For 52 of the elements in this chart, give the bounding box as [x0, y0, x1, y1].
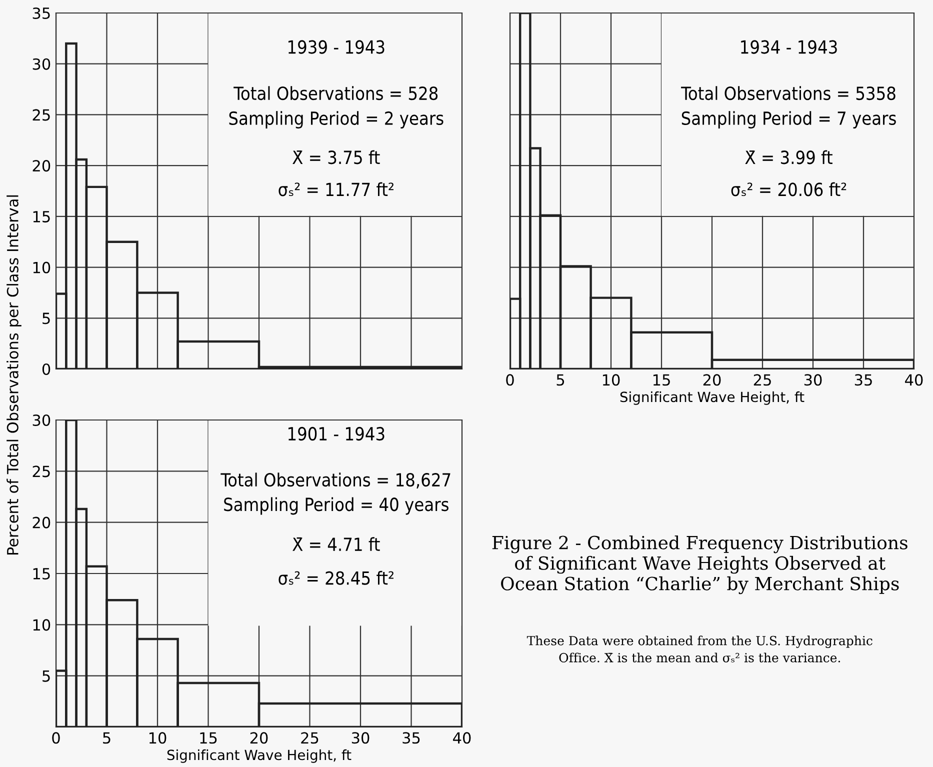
- annotation: 1901 - 1943: [288, 426, 384, 441]
- annotation: Total Observations = 18,627: [220, 472, 450, 488]
- x-tick-label: 35: [402, 732, 420, 744]
- x-axis-title: Significant Wave Height, ft: [167, 749, 352, 763]
- x-tick-label: 10: [149, 732, 166, 744]
- annotation: σₛ² = 11.77 ft²: [278, 182, 394, 196]
- annotation: Sampling Period = 7 years: [682, 111, 896, 129]
- x-tick-label: 5: [103, 732, 110, 744]
- x-tick-label: 40: [453, 732, 471, 744]
- annotation: Total Observations = 528: [234, 86, 438, 100]
- y-tick-label: 5: [42, 670, 50, 682]
- y-tick-label: 10: [33, 619, 50, 631]
- annotation: 1939 - 1943: [288, 40, 384, 54]
- y-tick-label: 20: [32, 516, 50, 528]
- x-tick-label: 20: [703, 374, 721, 386]
- y-tick-label: 30: [32, 414, 50, 426]
- y-tick-label: 15: [33, 211, 50, 222]
- annotation: X̄ = 3.99 ft: [745, 150, 832, 164]
- x-tick-label: 20: [250, 732, 268, 744]
- y-tick-label: 0: [42, 363, 50, 376]
- x-tick-label: 35: [854, 374, 872, 386]
- y-tick-label: 10: [33, 262, 50, 274]
- annotation: Sampling Period = 2 years: [229, 111, 444, 129]
- y-tick-label: 5: [42, 312, 50, 324]
- annotation: 1934 - 1943: [741, 40, 837, 54]
- x-tick-label: 25: [754, 374, 771, 386]
- x-tick-label: 30: [352, 732, 370, 744]
- text: These Data were obtained from the U.S. Hydrographic Office. X̄ is the mean and σₛ² is the variance.: [526, 636, 872, 662]
- x-tick-label: 25: [301, 732, 318, 744]
- x-tick-label: 40: [905, 374, 923, 386]
- y-axis-title: Percent of Total Observations per Class Interval: [6, 195, 22, 555]
- text: Figure 2 - Combined Frequency Distributions of Significant Wave Heights Observed at Ocean Station “Charlie” by Merchant Ships: [492, 535, 908, 594]
- y-tick-label: 30: [32, 58, 50, 70]
- annotation: σₛ² = 28.45 ft²: [278, 570, 394, 585]
- y-tick-label: 25: [32, 109, 50, 121]
- y-tick-label: 25: [32, 466, 50, 478]
- x-tick-label: 15: [200, 732, 217, 744]
- x-axis-title: Significant Wave Height, ft: [620, 391, 804, 405]
- x-tick-label: 0: [52, 732, 60, 744]
- annotation: σₛ² = 20.06 ft²: [731, 182, 846, 196]
- y-tick-label: 20: [32, 160, 50, 172]
- x-tick-label: 15: [653, 374, 670, 386]
- y-tick-label: 35: [32, 7, 50, 20]
- x-tick-label: 0: [506, 374, 514, 386]
- y-tick-label: 15: [33, 568, 50, 580]
- x-tick-label: 30: [804, 374, 822, 386]
- annotation: Sampling Period = 40 years: [224, 497, 448, 515]
- annotation: X̄ = 4.71 ft: [292, 537, 380, 551]
- annotation: X̄ = 3.75 ft: [292, 150, 380, 164]
- annotation: Total Observations = 5358: [681, 86, 896, 100]
- x-tick-label: 10: [602, 374, 620, 386]
- x-tick-label: 5: [556, 374, 564, 386]
